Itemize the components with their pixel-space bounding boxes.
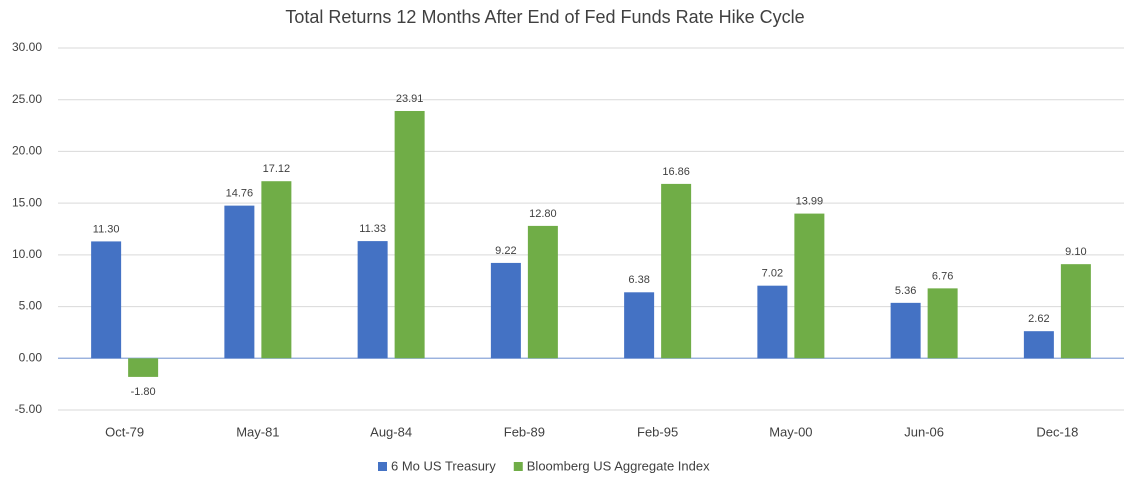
bar xyxy=(128,358,159,377)
data-label: 14.76 xyxy=(226,188,254,200)
bar xyxy=(624,292,655,359)
x-tick-label: Jun-06 xyxy=(904,424,944,439)
data-label: 13.99 xyxy=(796,195,824,207)
data-label: 17.12 xyxy=(263,163,291,175)
y-tick-label: -5.00 xyxy=(15,402,43,416)
data-label: 6.76 xyxy=(932,270,953,282)
legend-swatch xyxy=(513,462,523,471)
data-label: -1.80 xyxy=(131,386,156,398)
bar xyxy=(224,205,255,359)
x-tick-label: Aug-84 xyxy=(370,424,412,439)
data-label: 9.10 xyxy=(1065,246,1086,258)
y-tick-label: 30.00 xyxy=(12,40,42,54)
x-tick-label: May-81 xyxy=(236,424,279,439)
bar xyxy=(261,181,292,359)
bar xyxy=(794,213,825,359)
bar xyxy=(1023,331,1054,359)
data-label: 23.91 xyxy=(396,93,424,105)
data-label: 16.86 xyxy=(662,166,690,178)
bar xyxy=(357,241,388,359)
x-tick-label: Dec-18 xyxy=(1036,424,1078,439)
legend-swatch xyxy=(378,462,387,471)
bar xyxy=(757,285,788,359)
bar xyxy=(890,302,921,359)
data-label: 9.22 xyxy=(495,245,516,257)
legend-label: Bloomberg US Aggregate Index xyxy=(527,458,710,473)
bar xyxy=(661,183,692,359)
y-tick-label: 10.00 xyxy=(12,247,42,261)
data-label: 7.02 xyxy=(762,268,783,280)
data-label: 11.33 xyxy=(359,223,386,235)
bar xyxy=(1060,264,1091,359)
bar xyxy=(490,262,521,359)
bar xyxy=(91,241,122,359)
y-tick-label: 15.00 xyxy=(12,195,42,209)
y-tick-label: 20.00 xyxy=(12,144,42,158)
bar xyxy=(394,110,425,359)
x-tick-label: Feb-95 xyxy=(637,424,678,439)
y-tick-label: 0.00 xyxy=(19,350,43,364)
data-label: 11.30 xyxy=(93,223,120,235)
x-tick-label: May-00 xyxy=(769,424,812,439)
x-tick-label: Feb-89 xyxy=(504,424,545,439)
chart-title: Total Returns 12 Months After End of Fed… xyxy=(285,7,804,27)
data-label: 12.80 xyxy=(529,208,557,220)
data-label: 5.36 xyxy=(895,285,916,297)
data-label: 2.62 xyxy=(1028,313,1049,325)
y-tick-label: 5.00 xyxy=(19,299,43,313)
bar xyxy=(927,288,958,359)
data-label: 6.38 xyxy=(628,274,649,286)
y-tick-label: 25.00 xyxy=(12,92,42,106)
bar xyxy=(527,225,558,359)
legend-label: 6 Mo US Treasury xyxy=(391,458,496,473)
x-tick-label: Oct-79 xyxy=(105,424,144,439)
